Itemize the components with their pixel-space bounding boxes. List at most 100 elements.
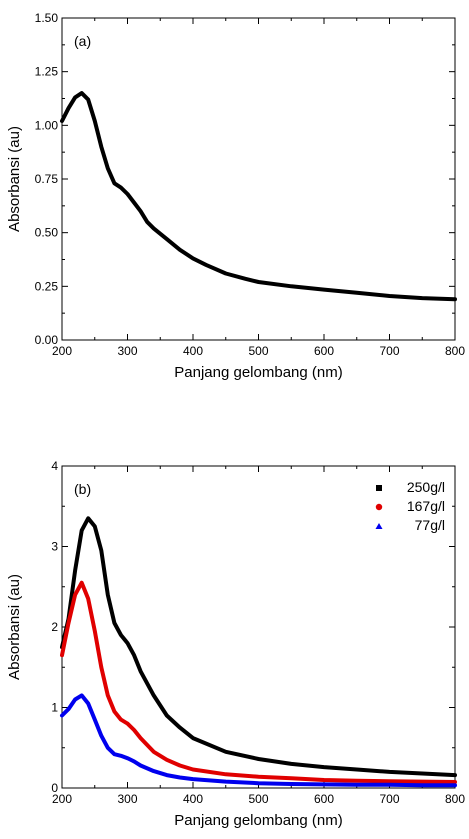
panel-a: 200 300 400 500 600 700 800 0.00 0.25 0.50 0.75 1.0… (6, 11, 465, 381)
x-axis-label: Panjang gelombang (nm) (174, 364, 342, 381)
data-point (132, 653, 136, 657)
data-point (80, 693, 84, 698)
data-point (119, 717, 123, 722)
y-tick-label: 1.00 (35, 118, 59, 132)
legend-label: 250g/l (407, 479, 445, 495)
data-point (355, 291, 359, 295)
data-point (191, 256, 195, 261)
data-point (355, 783, 359, 787)
data-point (145, 220, 149, 224)
data-point (322, 778, 326, 782)
data-point (132, 759, 136, 764)
data-point (453, 773, 457, 777)
x-tick-label: 600 (314, 344, 334, 358)
x-tick-label: 400 (183, 792, 203, 806)
data-point (178, 248, 182, 252)
y-tick-label: 1.50 (35, 11, 59, 25)
x-tick-label: 800 (445, 344, 465, 358)
y-tick-label: 0.50 (35, 226, 59, 240)
data-point (355, 779, 359, 783)
data-point (165, 713, 169, 718)
y-tick-label: 3 (51, 540, 58, 554)
data-point (86, 97, 90, 102)
data-point (125, 192, 130, 196)
data-point (387, 783, 392, 787)
data-point (322, 287, 326, 292)
legend-marker (375, 523, 383, 529)
data-point (73, 593, 77, 597)
data-point (387, 779, 392, 783)
data-point (80, 528, 84, 533)
y-tick-label: 2 (51, 620, 58, 634)
data-point (106, 593, 110, 597)
x-tick-label: 500 (248, 344, 268, 358)
data-point (453, 780, 457, 784)
x-tick-label: 300 (117, 792, 137, 806)
x-axis-label: Panjang gelombang (nm) (174, 812, 342, 829)
data-point (453, 297, 457, 301)
data-point (191, 736, 195, 740)
data-point (106, 693, 110, 698)
x-tick-label: 200 (52, 792, 72, 806)
data-point (119, 754, 123, 758)
data-point (93, 119, 97, 123)
data-point (224, 750, 228, 754)
data-point (224, 271, 228, 276)
x-tick-label: 500 (248, 792, 268, 806)
data-point (152, 769, 156, 773)
data-point (132, 728, 136, 732)
data-point (387, 770, 392, 774)
legend-marker (375, 503, 383, 511)
data-point (152, 226, 156, 230)
legend-label: 77g/l (415, 517, 445, 533)
data-point (112, 181, 116, 185)
data-point (132, 201, 136, 205)
data-point (86, 701, 90, 706)
plot-frame (61, 17, 456, 341)
data-point (355, 767, 359, 772)
data-point (106, 746, 110, 750)
data-point (106, 166, 110, 170)
data-point (93, 524, 97, 528)
panel-label: (a) (74, 33, 91, 49)
data-point (256, 757, 261, 761)
panel-b: 200 300 400 500 600 700 800 0 1 2 3 4 Panjang gelomb… (6, 459, 465, 829)
data-point (60, 119, 64, 123)
data-point (152, 693, 156, 698)
data-point (289, 762, 293, 766)
data-point (165, 237, 169, 241)
data-point (178, 763, 182, 768)
data-point (191, 777, 195, 781)
data-point (99, 548, 103, 553)
y-tick-label: 1 (51, 701, 58, 715)
data-point (99, 734, 103, 738)
data-point (256, 775, 261, 779)
x-tick-label: 200 (52, 344, 72, 358)
data-point (139, 763, 143, 768)
data-point (60, 653, 64, 657)
data-point (289, 776, 293, 780)
data-point (66, 621, 71, 625)
data-point (112, 709, 116, 714)
data-point (119, 633, 123, 637)
data-point (420, 296, 424, 300)
data-point (204, 263, 208, 267)
data-point (125, 722, 130, 726)
x-tick-label: 400 (183, 344, 203, 358)
legend-marker (376, 485, 382, 491)
data-point (125, 756, 130, 760)
data-point (256, 280, 261, 284)
data-point (112, 752, 116, 756)
x-tick-label: 700 (379, 792, 399, 806)
data-point (66, 707, 71, 711)
y-tick-label: 0 (51, 781, 58, 795)
data-point (139, 209, 143, 213)
data-point (256, 781, 261, 785)
data-point (420, 779, 424, 784)
data-point (322, 782, 326, 786)
data-point (80, 581, 84, 585)
y-tick-label: 0.00 (35, 333, 59, 347)
data-point (289, 782, 293, 786)
series-line-0 (60, 516, 457, 778)
